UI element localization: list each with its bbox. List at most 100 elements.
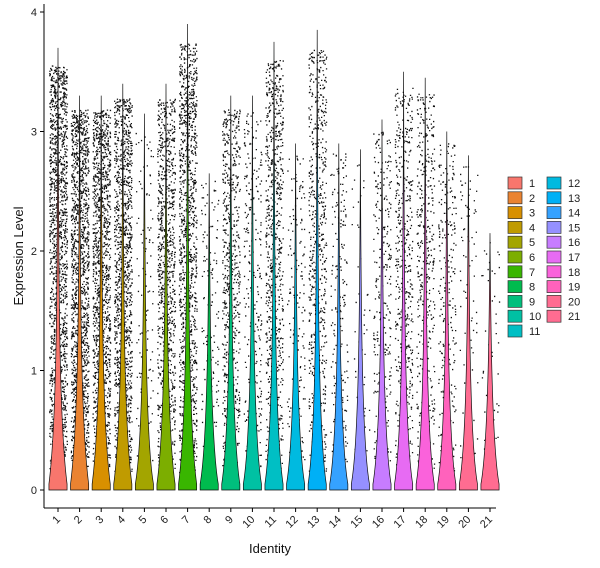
legend-item-13: 13 [546, 191, 580, 205]
cluster-17-points [394, 87, 414, 474]
legend-swatch [546, 295, 562, 308]
cluster-17-group [394, 87, 414, 474]
legend-item-17: 17 [546, 250, 580, 264]
legend-item-4: 4 [507, 221, 535, 234]
x-tick-label: 19 [435, 514, 452, 531]
violin-cluster-8 [199, 173, 219, 491]
legend-label: 7 [529, 267, 535, 279]
violin-cluster-21 [480, 233, 500, 491]
cluster-8-points [200, 180, 220, 470]
cluster-19-group [438, 143, 457, 472]
x-tick-label: 7 [180, 514, 193, 527]
x-tick-label: 10 [240, 514, 257, 531]
cluster-9-group [221, 109, 241, 474]
y-tick-label: 2 [31, 246, 37, 258]
legend-item-18: 18 [546, 265, 580, 279]
x-tick-label: 8 [202, 514, 215, 527]
cluster-7-group [178, 43, 198, 474]
violin-cluster-1 [48, 47, 68, 491]
violin-cluster-15 [350, 149, 370, 491]
legend-item-1: 1 [507, 176, 535, 190]
legend-label: 17 [568, 252, 580, 264]
legend-swatch [507, 235, 523, 249]
violin-cluster-3 [91, 95, 111, 491]
legend-swatch [546, 250, 562, 264]
legend-swatch [546, 206, 562, 219]
legend-label: 13 [568, 193, 580, 205]
legend-label: 16 [568, 237, 580, 249]
legend-swatch [507, 176, 523, 190]
legend-item-15: 15 [546, 221, 580, 234]
legend-label: 4 [529, 222, 535, 234]
legend-label: 6 [529, 252, 535, 264]
legend-item-9: 9 [507, 295, 535, 308]
legend-label: 3 [529, 208, 535, 220]
cluster-4-points [113, 98, 133, 473]
legend-item-10: 10 [507, 309, 541, 323]
violin-cluster-20 [458, 155, 478, 491]
legend-label: 8 [529, 282, 535, 294]
y-tick-label: 4 [31, 7, 37, 19]
legend-swatch [507, 324, 523, 338]
x-tick-label: 2 [72, 514, 85, 527]
y-tick-label: 3 [31, 127, 37, 139]
cluster-7-points [178, 43, 198, 474]
legend-swatch [546, 309, 562, 323]
legend-label: 18 [568, 267, 580, 279]
legend-swatch [546, 235, 562, 249]
violin-cluster-17 [394, 71, 414, 491]
y-tick-label: 0 [31, 485, 37, 497]
x-tick-label: 6 [158, 514, 171, 527]
cluster-4-group [113, 98, 133, 473]
legend-item-7: 7 [507, 265, 535, 279]
legend-item-5: 5 [507, 235, 535, 249]
legend-label: 11 [529, 326, 540, 338]
legend-swatch [546, 280, 562, 293]
violin-cluster-14 [329, 143, 349, 491]
legend-label: 12 [568, 178, 580, 190]
violin-cluster-18 [415, 77, 435, 491]
legend-swatch [507, 221, 523, 234]
violin-cluster-13 [307, 29, 327, 491]
violin-cluster-5 [134, 113, 154, 491]
legend-label: 5 [529, 237, 535, 249]
x-tick-label: 18 [413, 514, 430, 531]
legend-item-14: 14 [546, 206, 580, 220]
cluster-2-group [70, 109, 90, 473]
legend-label: 10 [529, 311, 541, 323]
x-tick-label: 21 [478, 514, 495, 531]
x-tick-label: 11 [263, 514, 280, 531]
cluster-1-points [49, 65, 69, 474]
cluster-9-points [221, 109, 241, 474]
axes-layer [43, 4, 496, 509]
legend-swatch [546, 221, 562, 234]
violin-cluster-2 [70, 95, 90, 491]
x-tick-label: 12 [284, 514, 301, 531]
legend-item-2: 2 [507, 191, 535, 205]
x-tick-label: 16 [370, 514, 387, 531]
cluster-2-points [70, 109, 90, 473]
legend-swatch [546, 265, 562, 279]
violin-cluster-7 [178, 23, 198, 491]
x-tick-label: 3 [94, 514, 107, 527]
legend-item-6: 6 [507, 250, 535, 264]
violin-cluster-10 [242, 95, 262, 491]
x-ticks-layer: 1 2 3 4 5 6 7 8 9 10 11 12 13 14 15 16 17 18 19 20 21 [50, 508, 495, 531]
violin-cluster-6 [156, 83, 176, 491]
x-tick-label: 1 [50, 514, 63, 527]
legend-label: 21 [568, 311, 580, 323]
legend-item-19: 19 [546, 280, 580, 294]
legend-label: 19 [568, 282, 580, 294]
legend-item-20: 20 [546, 295, 580, 308]
y-axis-title: Expression Level [11, 206, 26, 305]
legend-swatch [507, 191, 523, 205]
y-tick-label: 1 [31, 366, 37, 378]
cluster-1-group [49, 65, 69, 474]
cluster-6-points [157, 98, 177, 474]
legend-swatch [507, 206, 523, 219]
x-tick-label: 17 [392, 514, 409, 531]
legend-swatch [546, 176, 562, 190]
legend-swatch [507, 295, 523, 308]
violin-cluster-9 [221, 95, 241, 491]
